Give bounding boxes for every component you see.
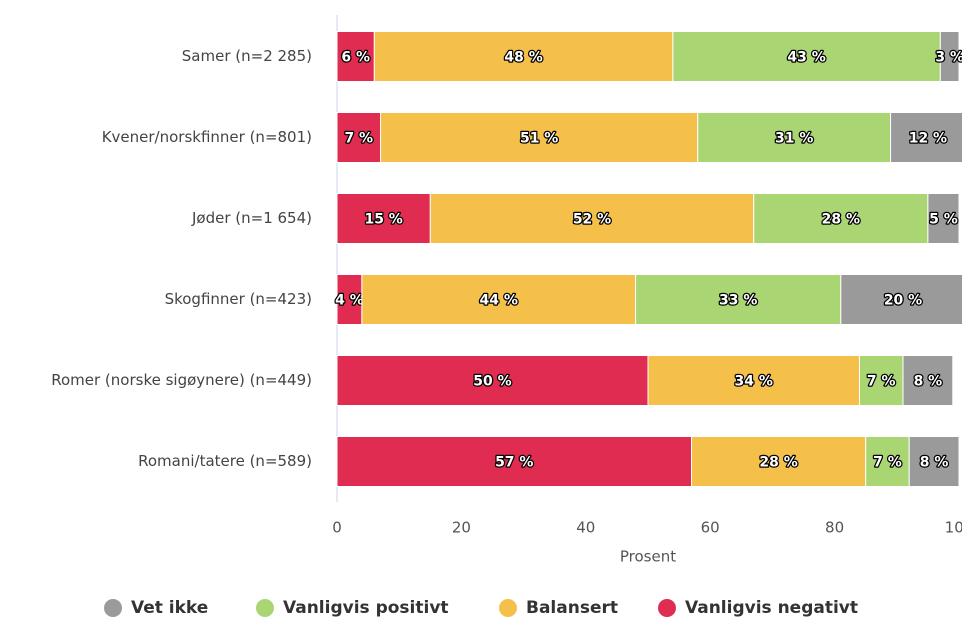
x-tick-label: 80 bbox=[825, 519, 844, 537]
data-label: 8 % bbox=[920, 455, 949, 471]
bar-segment bbox=[336, 436, 693, 487]
bar-segment bbox=[753, 193, 929, 244]
legend-marker bbox=[499, 599, 517, 617]
data-label: 28 % bbox=[822, 212, 860, 228]
bar-segment bbox=[927, 193, 960, 244]
y-tick-label: Romer (norske sigøynere) (n=449) bbox=[51, 371, 312, 389]
bar-segment bbox=[336, 274, 363, 325]
bar-segment bbox=[902, 355, 954, 406]
data-label: 52 % bbox=[573, 212, 611, 228]
data-label: 44 % bbox=[480, 293, 518, 309]
bar-segment bbox=[890, 112, 962, 163]
y-tick-label: Kvener/norskfinner (n=801) bbox=[102, 128, 312, 146]
bar-segment bbox=[672, 31, 941, 82]
legend-marker bbox=[658, 599, 676, 617]
data-label: 43 % bbox=[787, 50, 825, 66]
data-label: 6 % bbox=[341, 50, 370, 66]
x-tick-label: 40 bbox=[576, 519, 595, 537]
x-axis-label: Prosent bbox=[620, 548, 676, 566]
data-label: 15 % bbox=[364, 212, 402, 228]
x-tick-label: 100 bbox=[945, 519, 962, 537]
bar-segment bbox=[336, 355, 649, 406]
legend-marker bbox=[104, 599, 122, 617]
bar-segment bbox=[373, 31, 674, 82]
bar-segment bbox=[336, 193, 431, 244]
bar-segment bbox=[908, 436, 960, 487]
legend-label: Vanligvis negativt bbox=[685, 598, 858, 618]
bar-segment bbox=[336, 112, 382, 163]
data-label: 57 % bbox=[495, 455, 533, 471]
data-label: 3 % bbox=[935, 50, 962, 66]
bar-segment bbox=[361, 274, 637, 325]
bar-segment bbox=[697, 112, 892, 163]
data-label: 7 % bbox=[344, 131, 373, 147]
bar-segment bbox=[429, 193, 755, 244]
y-tick-label: Samer (n=2 285) bbox=[182, 47, 312, 65]
data-label: 20 % bbox=[884, 293, 922, 309]
data-label: 5 % bbox=[929, 212, 958, 228]
legend-label: Vanligvis positivt bbox=[283, 598, 449, 618]
data-label: 48 % bbox=[504, 50, 542, 66]
data-label: 8 % bbox=[914, 374, 943, 390]
data-label: 28 % bbox=[759, 455, 797, 471]
bar-segment bbox=[939, 31, 960, 82]
bar-segment bbox=[858, 355, 904, 406]
bar-segment bbox=[865, 436, 910, 487]
data-label: 7 % bbox=[867, 374, 896, 390]
data-label: 33 % bbox=[719, 293, 757, 309]
x-tick-label: 60 bbox=[701, 519, 720, 537]
bar-segment bbox=[635, 274, 842, 325]
data-label: 12 % bbox=[909, 131, 947, 147]
x-tick-label: 20 bbox=[452, 519, 471, 537]
bar-segment bbox=[647, 355, 860, 406]
x-tick-label: 0 bbox=[332, 519, 342, 537]
data-label: 31 % bbox=[775, 131, 813, 147]
legend-label: Vet ikke bbox=[131, 598, 208, 618]
y-tick-label: Skogfinner (n=423) bbox=[165, 290, 312, 308]
data-label: 51 % bbox=[520, 131, 558, 147]
data-label: 7 % bbox=[873, 455, 902, 471]
data-label: 50 % bbox=[473, 374, 511, 390]
bar-segment bbox=[380, 112, 699, 163]
y-tick-label: Jøder (n=1 654) bbox=[191, 209, 312, 227]
y-tick-label: Romani/tatere (n=589) bbox=[138, 452, 312, 470]
bar-segment bbox=[840, 274, 962, 325]
legend-label: Balansert bbox=[526, 598, 618, 618]
legend-marker bbox=[256, 599, 274, 617]
data-label: 4 % bbox=[335, 293, 364, 309]
data-label: 34 % bbox=[735, 374, 773, 390]
